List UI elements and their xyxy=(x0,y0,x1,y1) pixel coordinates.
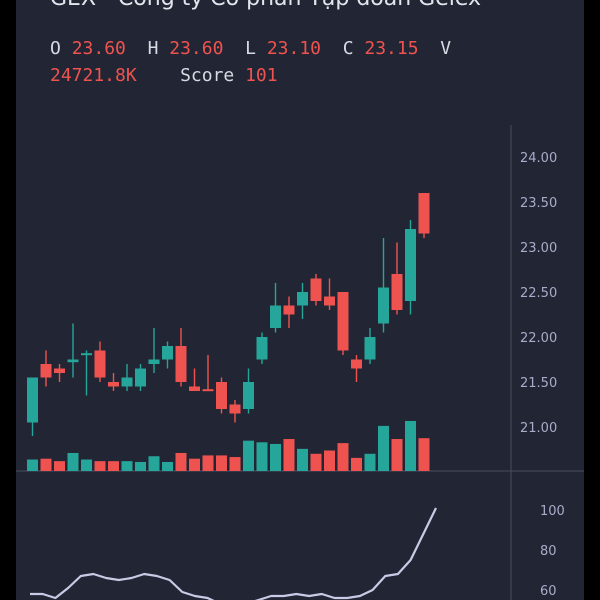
price-tick-label: 23.00 xyxy=(520,241,557,256)
candle-body xyxy=(67,359,79,363)
volume-bar xyxy=(351,457,362,471)
ohlc-row: O 23.60 H 23.60 L 23.10 C 23.15 V xyxy=(50,38,451,59)
volume-bar xyxy=(378,425,389,471)
price-tick-label: 21.00 xyxy=(520,421,557,436)
volume-bar xyxy=(175,452,187,471)
candle-body xyxy=(270,305,281,328)
volume-bar xyxy=(162,461,173,471)
volume-bar xyxy=(94,461,106,471)
price-tick-label: 22.00 xyxy=(520,331,557,346)
high-label: H xyxy=(147,38,159,59)
chart-svg: 21.00 21.50 22.00 22.50 23.00 23.50 24.00 60 80 1… xyxy=(16,125,584,600)
chart-frame: GEX - Công ty Cổ phần Tập đoàn Gelex O 2… xyxy=(16,0,584,600)
candle-body xyxy=(378,287,389,324)
volume-bar xyxy=(364,453,376,471)
candle-body xyxy=(81,353,92,356)
candle-body xyxy=(418,193,430,234)
volume-bar xyxy=(189,458,200,471)
candle-body xyxy=(40,364,52,378)
volume-label: V xyxy=(440,38,452,59)
candle-body xyxy=(229,404,241,414)
volume-bar xyxy=(310,453,322,471)
price-tick-label: 24.00 xyxy=(520,151,557,166)
volume-bar xyxy=(256,442,268,471)
indicator-tick-label: 60 xyxy=(540,584,557,599)
volume-bar xyxy=(337,443,349,471)
volume-score-row: 24721.8K Score 101 xyxy=(50,65,278,86)
candle-body xyxy=(243,382,254,409)
price-tick-label: 21.50 xyxy=(520,376,557,391)
candle-body xyxy=(202,389,214,392)
volume-bar xyxy=(391,439,403,471)
candle-body xyxy=(405,229,416,301)
candle-body xyxy=(135,368,146,387)
volume-bar xyxy=(243,440,254,471)
volume-bar xyxy=(121,461,133,471)
open-value: 23.60 xyxy=(71,38,126,59)
volume-bar xyxy=(297,448,308,471)
candle-body xyxy=(121,377,133,387)
candle-body xyxy=(391,274,403,310)
candle-body xyxy=(148,359,160,364)
candle-body xyxy=(27,377,38,423)
volume-value: 24721.8K xyxy=(50,65,137,86)
candle-body xyxy=(162,346,173,360)
candle-body xyxy=(283,305,295,315)
volume-bar xyxy=(108,461,119,471)
volume-bar xyxy=(67,452,79,471)
indicator-tick-label: 100 xyxy=(540,504,565,519)
volume-bar xyxy=(27,459,38,471)
volume-bar xyxy=(135,461,146,471)
volume-bar xyxy=(270,443,281,471)
volume-bar xyxy=(40,458,52,471)
candle-body xyxy=(94,350,106,378)
candle-body xyxy=(364,337,376,360)
candle-body xyxy=(351,359,362,369)
score-value: 101 xyxy=(245,65,278,86)
candle-body xyxy=(256,337,268,360)
candle-body xyxy=(310,278,322,301)
candle-body xyxy=(324,296,335,306)
volume-bar xyxy=(229,457,241,471)
low-value: 23.10 xyxy=(266,38,321,59)
volume-bar xyxy=(202,455,214,471)
indicator-line xyxy=(30,507,437,600)
close-value: 23.15 xyxy=(364,38,419,59)
volume-bar xyxy=(405,420,416,471)
candle-body xyxy=(337,292,349,351)
candle-body xyxy=(189,386,200,391)
candle-body xyxy=(54,368,65,373)
volume-bar xyxy=(283,439,295,471)
volume-bar xyxy=(418,438,430,471)
price-tick-label: 22.50 xyxy=(520,286,557,301)
score-label: Score xyxy=(180,65,235,86)
volume-bar xyxy=(148,456,160,471)
low-label: L xyxy=(245,38,256,59)
high-value: 23.60 xyxy=(169,38,224,59)
page-title: GEX - Công ty Cổ phần Tập đoàn Gelex xyxy=(50,0,481,11)
volume-bar xyxy=(324,450,335,471)
candle-body xyxy=(108,382,119,387)
volume-bar xyxy=(216,455,227,471)
close-label: C xyxy=(342,38,354,59)
candle-body xyxy=(297,292,308,306)
price-tick-label: 23.50 xyxy=(520,196,557,211)
volume-bar xyxy=(54,461,65,471)
candle-body xyxy=(175,346,187,382)
volume-bar xyxy=(81,459,92,471)
indicator-tick-label: 80 xyxy=(540,544,557,559)
open-label: O xyxy=(50,38,61,59)
candle-body xyxy=(216,382,227,409)
